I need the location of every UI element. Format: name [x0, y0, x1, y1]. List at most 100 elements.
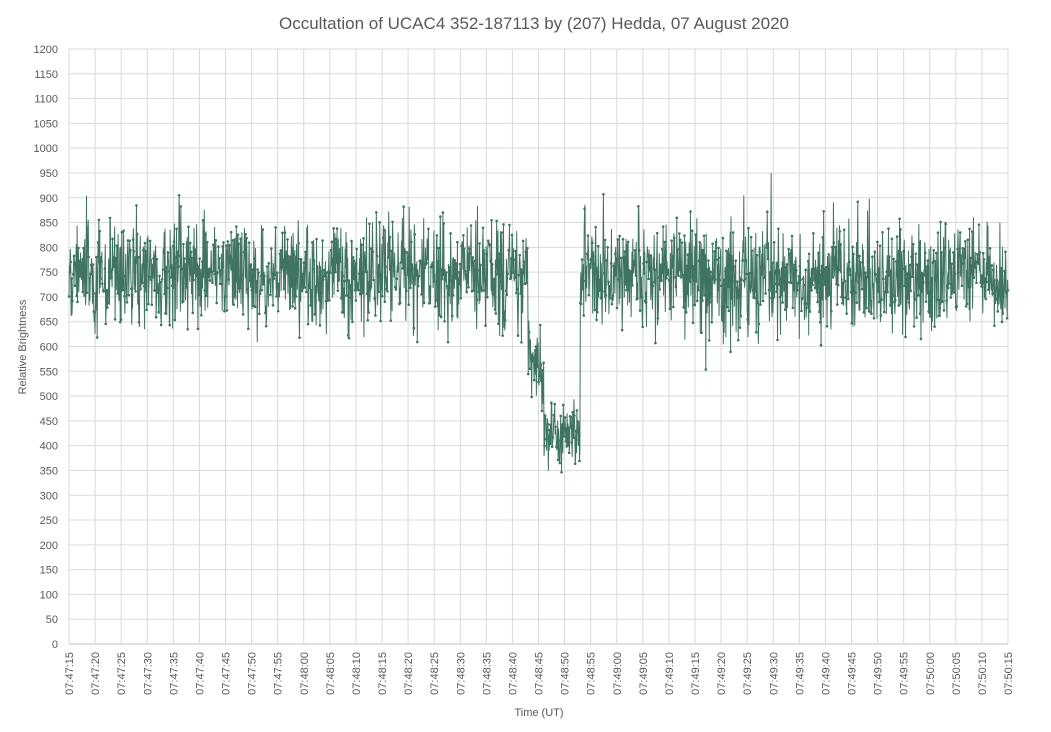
data-point	[240, 273, 244, 277]
data-point	[282, 286, 286, 290]
data-point	[609, 262, 613, 265]
data-point	[336, 289, 340, 293]
data-point	[661, 225, 665, 228]
data-point	[1004, 290, 1008, 294]
data-point	[581, 285, 585, 288]
data-point	[376, 272, 380, 275]
data-point	[220, 282, 224, 286]
data-point	[232, 303, 236, 306]
data-point	[941, 272, 945, 275]
data-point	[175, 227, 178, 231]
y-tick-label: 0	[52, 639, 58, 651]
data-point	[608, 284, 611, 288]
y-tick-label: 650	[40, 317, 58, 329]
data-point	[951, 287, 954, 291]
data-point	[859, 273, 863, 276]
data-point	[744, 259, 748, 262]
data-point	[214, 239, 218, 242]
data-point	[705, 304, 708, 308]
data-point	[687, 272, 691, 275]
data-point	[680, 241, 684, 244]
data-point	[940, 300, 944, 303]
data-point	[910, 255, 913, 259]
data-point	[113, 318, 117, 321]
data-point	[242, 251, 246, 254]
data-point	[886, 290, 889, 294]
data-point	[1001, 312, 1005, 315]
data-point	[351, 256, 355, 259]
data-point	[641, 325, 644, 329]
y-tick-label: 450	[40, 416, 58, 428]
data-point	[304, 250, 307, 254]
data-point	[440, 277, 444, 281]
x-tick-label: 07:48:10	[351, 652, 363, 695]
data-point	[322, 268, 326, 272]
data-point	[425, 261, 428, 265]
data-point	[620, 256, 623, 260]
data-point	[672, 305, 675, 309]
data-point	[640, 295, 644, 299]
data-point	[339, 260, 342, 264]
data-point	[345, 294, 348, 297]
data-point	[866, 260, 870, 263]
data-point	[574, 429, 578, 433]
data-point	[147, 275, 151, 279]
data-point	[996, 310, 1000, 313]
data-point	[171, 244, 175, 248]
data-point	[135, 232, 139, 236]
data-point	[525, 281, 528, 285]
data-point	[848, 273, 852, 277]
data-point	[969, 256, 972, 260]
data-point	[182, 257, 186, 260]
data-point	[377, 290, 381, 294]
data-point	[411, 277, 415, 281]
data-point	[314, 299, 318, 303]
data-point	[549, 423, 552, 427]
x-tick-label: 07:50:15	[1003, 652, 1015, 695]
data-point	[624, 283, 627, 286]
data-point	[462, 247, 466, 250]
data-point	[524, 250, 527, 254]
data-point	[688, 280, 691, 283]
x-tick-label: 07:48:40	[507, 652, 519, 695]
data-point	[286, 238, 289, 241]
data-point	[205, 294, 208, 298]
data-point	[949, 296, 953, 299]
data-point	[499, 260, 503, 264]
data-point	[271, 304, 275, 307]
data-point	[948, 265, 952, 269]
data-point	[898, 217, 901, 221]
data-point	[981, 285, 984, 289]
data-point	[270, 247, 273, 250]
data-point	[860, 287, 864, 291]
data-point	[786, 280, 790, 284]
data-point	[319, 270, 323, 273]
data-point	[909, 289, 912, 293]
data-point	[964, 240, 967, 243]
data-point	[448, 265, 452, 269]
data-point	[872, 316, 876, 320]
data-point	[559, 414, 562, 418]
data-point	[374, 314, 377, 317]
data-point	[995, 278, 999, 282]
data-point	[655, 268, 658, 271]
x-tick-label: 07:50:00	[925, 652, 937, 695]
data-point	[815, 269, 819, 273]
data-point	[749, 235, 753, 239]
data-point	[260, 289, 264, 292]
data-point	[976, 261, 980, 265]
data-point	[670, 239, 673, 242]
data-point	[754, 331, 758, 334]
data-point	[192, 278, 195, 282]
data-point	[561, 403, 565, 407]
data-point	[678, 232, 681, 235]
data-point	[678, 238, 682, 242]
data-point	[596, 244, 600, 248]
data-point	[845, 312, 848, 315]
data-point	[637, 249, 641, 252]
data-point	[239, 237, 242, 240]
data-point	[493, 308, 497, 311]
data-point	[710, 320, 714, 324]
data-point	[270, 272, 274, 275]
data-point	[955, 305, 959, 308]
